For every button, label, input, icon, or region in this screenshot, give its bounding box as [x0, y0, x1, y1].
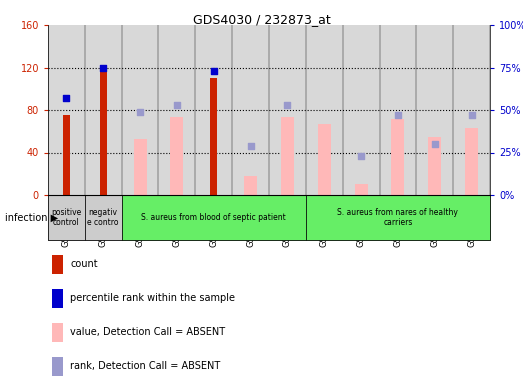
Bar [100, 66, 107, 195]
Text: S. aureus from blood of septic patient: S. aureus from blood of septic patient [141, 213, 286, 222]
Bar [318, 124, 331, 195]
Bar [453, 25, 490, 195]
Text: negativ
e contro: negativ e contro [87, 208, 119, 227]
Text: value, Detection Call = ABSENT: value, Detection Call = ABSENT [70, 327, 225, 337]
Bar [195, 25, 232, 195]
Text: GDS4030 / 232873_at: GDS4030 / 232873_at [192, 13, 331, 26]
Text: S. aureus from nares of healthy
carriers: S. aureus from nares of healthy carriers [337, 208, 458, 227]
Bar [428, 137, 441, 195]
Bar [63, 115, 70, 195]
Text: positive
control: positive control [51, 208, 82, 227]
Bar [269, 25, 306, 195]
Bar [170, 118, 184, 195]
Point [136, 109, 144, 115]
Bar [465, 128, 478, 195]
Bar [52, 323, 63, 342]
Point [430, 141, 439, 147]
Point [210, 68, 218, 74]
Point [246, 142, 255, 149]
Bar [392, 119, 404, 195]
Bar [416, 25, 453, 195]
Bar [210, 78, 217, 195]
Point [357, 153, 365, 159]
Bar [52, 255, 63, 274]
Bar [85, 195, 122, 240]
Bar [48, 25, 85, 195]
Bar [380, 25, 416, 195]
Bar [281, 118, 294, 195]
Bar [232, 25, 269, 195]
Point [62, 95, 71, 101]
Bar [306, 25, 343, 195]
Bar [355, 184, 368, 195]
Point [394, 112, 402, 118]
Bar [52, 289, 63, 308]
Bar [244, 176, 257, 195]
Bar [48, 195, 85, 240]
Bar [158, 25, 195, 195]
Bar [122, 195, 306, 240]
Text: rank, Detection Call = ABSENT: rank, Detection Call = ABSENT [70, 361, 220, 371]
Bar [122, 25, 158, 195]
Text: infection ▶: infection ▶ [5, 212, 59, 222]
Point [283, 102, 292, 108]
Point [173, 102, 181, 108]
Text: count: count [70, 259, 98, 269]
Bar [343, 25, 380, 195]
Text: percentile rank within the sample: percentile rank within the sample [70, 293, 235, 303]
Bar [85, 25, 122, 195]
Bar [52, 357, 63, 376]
Bar [134, 139, 146, 195]
Point [468, 112, 476, 118]
Bar [306, 195, 490, 240]
Point [99, 65, 107, 71]
